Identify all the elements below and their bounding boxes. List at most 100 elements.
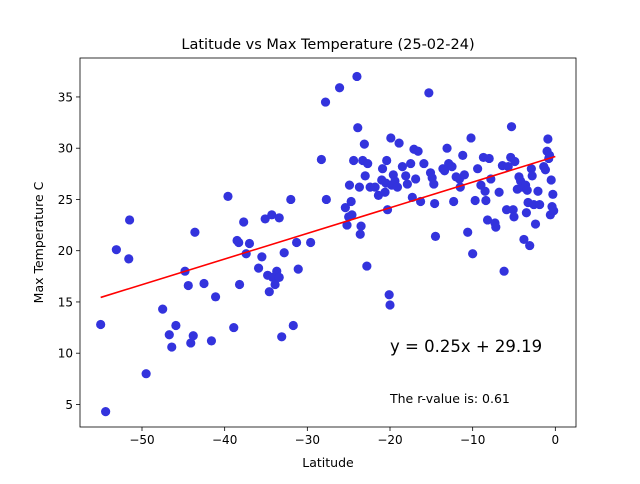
y-tick-label: 25	[58, 193, 73, 207]
data-point	[359, 139, 369, 149]
data-point	[229, 322, 239, 333]
data-point	[468, 249, 478, 259]
data-point	[535, 199, 545, 210]
data-point	[503, 162, 513, 172]
chart-title: Latitude vs Max Temperature (25-02-24)	[181, 37, 474, 53]
data-point	[508, 205, 518, 215]
x-axis-label: Latitude	[302, 455, 354, 470]
data-point	[96, 319, 106, 330]
data-point	[401, 171, 411, 181]
data-point	[392, 182, 403, 192]
data-point	[402, 179, 412, 189]
data-point	[549, 206, 559, 216]
data-point	[316, 154, 326, 165]
data-point	[458, 150, 468, 160]
data-point	[344, 180, 355, 190]
data-point	[190, 227, 200, 237]
data-point	[377, 164, 388, 174]
data-point	[188, 331, 198, 341]
x-tick-label: 0	[552, 433, 560, 447]
data-point	[167, 342, 177, 352]
data-point	[521, 208, 532, 218]
data-point	[293, 264, 303, 274]
plot-area	[96, 71, 559, 417]
x-tick-label: −50	[129, 433, 154, 447]
data-point	[380, 187, 390, 197]
data-point	[463, 227, 473, 237]
data-point	[385, 300, 395, 310]
data-point	[370, 182, 380, 192]
data-point	[386, 133, 396, 143]
data-point	[274, 272, 284, 282]
data-point	[482, 215, 493, 225]
data-point	[481, 195, 491, 206]
data-point	[519, 234, 529, 245]
data-point	[411, 174, 421, 184]
data-point	[382, 155, 392, 166]
data-point	[360, 171, 370, 181]
data-point	[306, 237, 316, 248]
data-point	[442, 143, 452, 153]
data-point	[279, 248, 289, 258]
data-point	[270, 279, 280, 290]
data-point	[244, 238, 255, 249]
data-point	[491, 222, 501, 232]
data-point	[286, 194, 296, 205]
data-point	[543, 134, 553, 144]
data-point	[526, 164, 536, 174]
data-point	[499, 266, 509, 276]
data-point	[321, 194, 331, 205]
data-point	[199, 278, 209, 289]
data-point	[164, 330, 174, 340]
data-point	[253, 263, 264, 273]
data-point	[527, 171, 537, 181]
data-point	[540, 165, 551, 175]
y-tick-label: 20	[58, 244, 73, 258]
data-point	[291, 237, 302, 248]
data-point	[509, 212, 519, 222]
data-point	[501, 205, 512, 215]
data-point	[141, 369, 151, 379]
x-tick-label: −40	[212, 433, 237, 447]
data-point	[447, 162, 457, 172]
data-point	[484, 153, 494, 164]
y-tick-label: 35	[58, 90, 73, 104]
x-tick-label: −20	[377, 433, 402, 447]
data-point	[320, 97, 331, 107]
data-point	[158, 304, 168, 314]
data-point	[522, 185, 532, 195]
data-point	[210, 292, 221, 302]
data-point	[354, 182, 365, 192]
data-point	[546, 175, 556, 185]
data-point	[424, 88, 434, 98]
data-point	[234, 237, 244, 248]
data-point	[430, 231, 441, 241]
data-point	[494, 187, 504, 197]
data-point	[530, 219, 541, 229]
data-point	[349, 155, 359, 166]
data-point	[347, 210, 357, 220]
regression-equation: y = 0.25x + 29.19	[390, 337, 542, 356]
y-axis: 5 10 15 20 25 30 35	[58, 90, 80, 412]
data-point	[340, 203, 350, 213]
data-point	[413, 146, 423, 156]
y-tick-label: 30	[58, 142, 73, 156]
data-point	[397, 162, 407, 172]
data-point	[264, 287, 274, 297]
data-point	[406, 158, 416, 169]
data-point	[334, 83, 345, 93]
data-point	[352, 71, 362, 82]
data-point	[466, 133, 476, 143]
data-point	[260, 214, 270, 224]
data-point	[353, 123, 363, 133]
data-point	[394, 138, 404, 148]
r-value-annotation: The r-value is: 0.61	[389, 391, 510, 406]
regression-line	[100, 155, 556, 299]
data-point	[267, 210, 277, 220]
x-axis: −50 −40 −30 −20 −10 0	[129, 427, 559, 447]
data-point	[473, 164, 483, 174]
data-point	[430, 198, 440, 209]
data-point	[206, 336, 217, 346]
